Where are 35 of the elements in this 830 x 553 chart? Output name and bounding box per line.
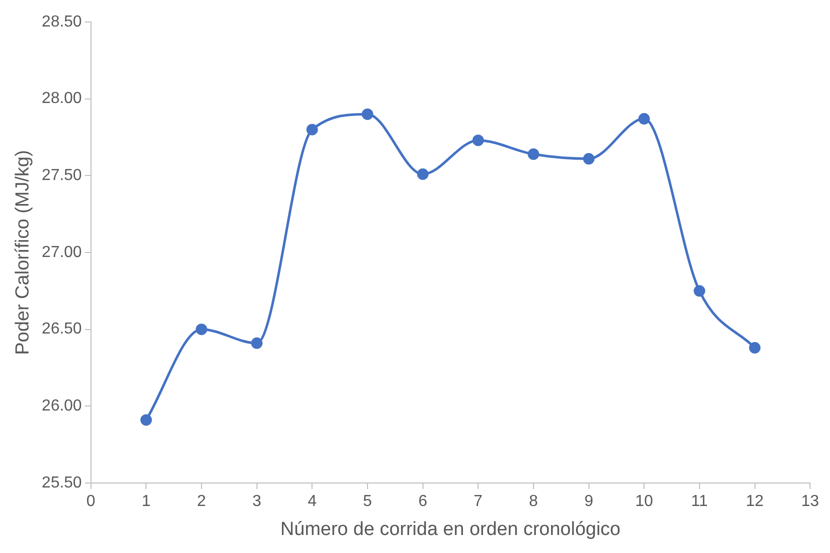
point	[528, 148, 540, 160]
y-axis-title: Poder Calorífico (MJ/kg)	[12, 150, 34, 355]
point	[417, 168, 429, 180]
x-tick-label: 10	[635, 493, 654, 510]
x-tick-label: 7	[474, 493, 483, 510]
y-tick-label: 27.50	[42, 167, 82, 184]
y-tick-label: 26.50	[42, 320, 82, 338]
x-tick-label: 8	[529, 493, 538, 510]
x-tick-label: 11	[691, 493, 708, 510]
x-tick-label: 0	[86, 493, 96, 510]
x-tick-label: 4	[308, 493, 317, 510]
x-axis-title: Número de corrida en orden cronológico	[280, 518, 621, 540]
point	[694, 285, 706, 297]
point	[251, 337, 263, 349]
point	[472, 134, 484, 146]
x-tick-label: 6	[418, 493, 428, 510]
y-tick-label: 28.50	[42, 13, 82, 30]
x-tick-label: 13	[801, 493, 820, 510]
y-tick-label: 26.00	[42, 398, 82, 415]
point	[638, 113, 650, 125]
point	[306, 124, 318, 136]
point	[140, 414, 152, 426]
x-tick-label: 2	[197, 493, 206, 510]
y-tick-label: 25.50	[42, 474, 82, 492]
point	[749, 342, 761, 354]
y-tick-label: 27.00	[42, 244, 82, 261]
y-tick-label: 28.00	[42, 90, 82, 108]
point	[583, 153, 595, 165]
x-tick-label: 3	[252, 493, 262, 510]
x-tick-label: 9	[584, 493, 594, 510]
x-tick-label: 1	[142, 493, 151, 510]
x-tick-label: 12	[746, 493, 764, 510]
point	[362, 108, 374, 120]
x-tick-label: 5	[363, 493, 372, 510]
point	[196, 324, 208, 336]
